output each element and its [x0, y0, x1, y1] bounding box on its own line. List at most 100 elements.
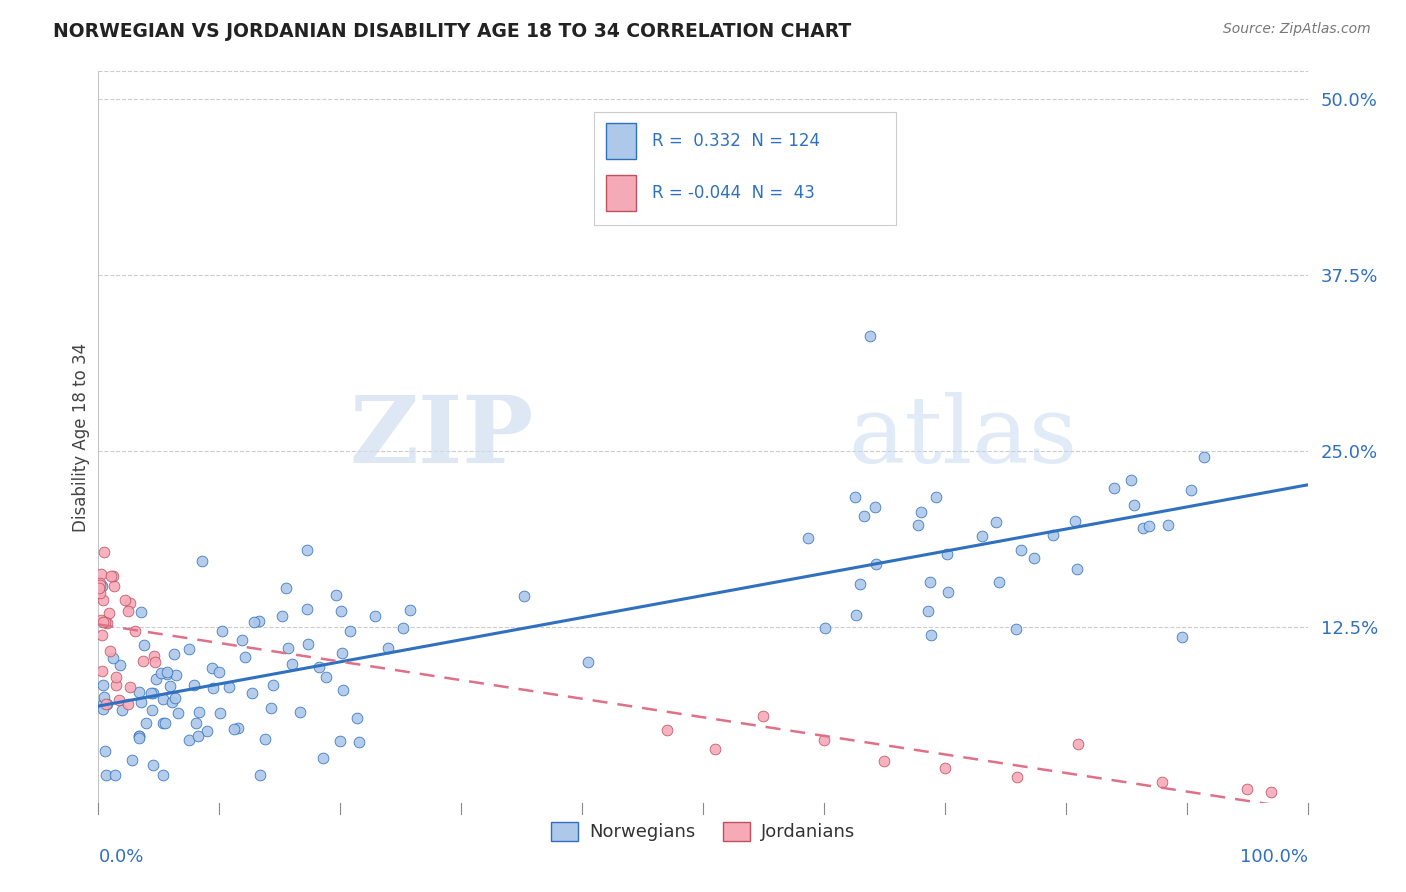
Point: [103, 579, 125, 593]
Point: [1007, 771, 1029, 785]
Point: [814, 621, 837, 635]
Point: [156, 666, 179, 681]
Point: [752, 708, 775, 723]
Point: [201, 661, 224, 675]
Point: [1064, 514, 1087, 528]
Point: [1121, 473, 1143, 487]
Point: [177, 642, 200, 657]
Point: [110, 657, 132, 672]
Point: [276, 581, 298, 595]
Point: [852, 508, 875, 523]
Point: [1024, 551, 1046, 566]
Point: [1066, 562, 1088, 576]
Point: [145, 672, 167, 686]
Point: [90, 614, 112, 628]
Text: 0.0%: 0.0%: [98, 847, 143, 866]
Point: [100, 569, 122, 583]
Point: [1171, 630, 1194, 644]
Point: [145, 655, 167, 669]
Point: [1004, 622, 1026, 636]
Point: [339, 624, 361, 638]
Point: [183, 678, 205, 692]
Point: [117, 604, 139, 618]
Point: [91, 677, 114, 691]
Point: [153, 715, 176, 730]
Point: [96, 698, 118, 712]
Point: [987, 574, 1010, 589]
Point: [346, 711, 368, 725]
Point: [329, 734, 352, 748]
Point: [142, 686, 165, 700]
Point: [1067, 737, 1090, 751]
Point: [141, 703, 163, 717]
Point: [254, 731, 277, 746]
Point: [218, 680, 240, 694]
Point: [128, 729, 150, 743]
Point: [325, 588, 347, 602]
Point: [330, 646, 353, 660]
Point: [160, 695, 183, 709]
Point: [195, 723, 218, 738]
Point: [1180, 483, 1202, 497]
Point: [152, 715, 174, 730]
Point: [1157, 518, 1180, 533]
Point: [391, 621, 413, 635]
Point: [128, 685, 150, 699]
Text: ZIP: ZIP: [350, 392, 534, 482]
Point: [797, 531, 820, 545]
Point: [108, 693, 131, 707]
Point: [121, 753, 143, 767]
Point: [925, 490, 948, 504]
Point: [91, 697, 114, 711]
Point: [188, 706, 211, 720]
Point: [231, 632, 253, 647]
Point: [934, 761, 956, 775]
Point: [131, 695, 153, 709]
Point: [907, 517, 929, 532]
Text: NORWEGIAN VS JORDANIAN DISABILITY AGE 18 TO 34 CORRELATION CHART: NORWEGIAN VS JORDANIAN DISABILITY AGE 18…: [53, 22, 852, 41]
Point: [159, 678, 181, 692]
Point: [970, 529, 993, 543]
Text: 100.0%: 100.0%: [1240, 847, 1308, 866]
Legend: Norwegians, Jordanians: Norwegians, Jordanians: [544, 814, 862, 848]
Point: [1010, 542, 1032, 557]
Point: [167, 706, 190, 720]
Point: [91, 579, 114, 593]
Point: [120, 680, 142, 694]
Point: [1236, 781, 1258, 796]
Point: [128, 731, 150, 746]
Point: [243, 615, 266, 629]
Y-axis label: Disability Age 18 to 34: Disability Age 18 to 34: [72, 343, 90, 532]
Point: [844, 490, 866, 504]
Point: [1152, 774, 1174, 789]
Point: [270, 609, 292, 624]
Point: [105, 670, 128, 684]
Point: [96, 615, 118, 630]
Point: [94, 698, 117, 712]
Point: [163, 647, 186, 661]
Point: [156, 665, 179, 679]
Point: [295, 601, 318, 615]
Point: [142, 758, 165, 772]
Point: [262, 678, 284, 692]
Point: [208, 665, 231, 679]
Point: [94, 615, 117, 630]
Point: [118, 596, 141, 610]
Point: [129, 605, 152, 619]
Point: [859, 328, 882, 343]
Point: [295, 543, 318, 558]
Point: [132, 639, 155, 653]
Point: [288, 705, 311, 719]
Point: [1260, 784, 1282, 798]
Point: [249, 767, 271, 781]
Point: [240, 686, 263, 700]
Point: [347, 735, 370, 749]
Point: [280, 657, 302, 671]
Point: [201, 681, 224, 695]
Point: [873, 754, 896, 768]
Point: [117, 698, 139, 712]
Point: [277, 641, 299, 656]
Point: [1042, 528, 1064, 542]
Point: [918, 574, 941, 589]
Point: [226, 721, 249, 735]
